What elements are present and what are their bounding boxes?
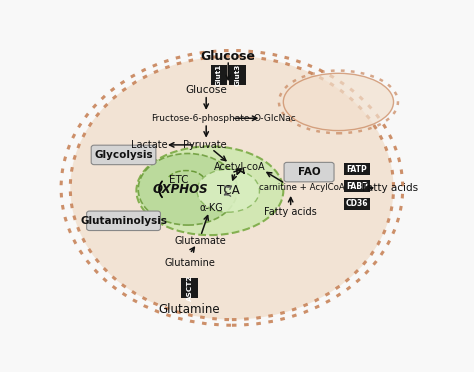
Text: Fructose-6-phosphate: Fructose-6-phosphate — [151, 114, 250, 123]
Text: Glut3: Glut3 — [235, 64, 240, 86]
FancyBboxPatch shape — [229, 65, 246, 84]
FancyBboxPatch shape — [284, 162, 334, 182]
Text: Lactate: Lactate — [130, 140, 167, 150]
FancyBboxPatch shape — [344, 198, 370, 210]
Ellipse shape — [197, 169, 259, 212]
Text: FABP: FABP — [346, 182, 368, 191]
Text: CD36: CD36 — [346, 199, 368, 208]
Text: OXPHOS: OXPHOS — [153, 183, 208, 196]
Text: Pyruvate: Pyruvate — [182, 140, 226, 150]
FancyBboxPatch shape — [210, 65, 228, 84]
Text: Glutamine: Glutamine — [159, 303, 220, 316]
FancyBboxPatch shape — [91, 145, 156, 165]
Text: Glutamine: Glutamine — [164, 258, 215, 268]
FancyBboxPatch shape — [87, 211, 161, 231]
Text: ETC: ETC — [169, 175, 189, 185]
Ellipse shape — [283, 73, 393, 131]
Text: Glut1: Glut1 — [216, 64, 222, 86]
Text: Glucose: Glucose — [185, 86, 227, 96]
Text: Glycolysis: Glycolysis — [94, 150, 153, 160]
FancyBboxPatch shape — [181, 278, 198, 298]
Ellipse shape — [137, 146, 283, 235]
Text: Fatty acids: Fatty acids — [362, 183, 418, 193]
Text: O-GlcNac: O-GlcNac — [254, 114, 297, 123]
Text: FATP: FATP — [346, 165, 367, 174]
Text: FAO: FAO — [298, 167, 320, 177]
Text: α-KG: α-KG — [200, 203, 224, 213]
Ellipse shape — [138, 154, 237, 225]
Ellipse shape — [70, 56, 393, 320]
Text: Glutaminolysis: Glutaminolysis — [80, 216, 167, 226]
Text: Glucose: Glucose — [201, 49, 256, 62]
FancyBboxPatch shape — [344, 180, 370, 192]
Text: Acetyl-coA: Acetyl-coA — [213, 162, 265, 172]
Text: Fatty acids: Fatty acids — [264, 207, 317, 217]
Text: Glutamate: Glutamate — [175, 235, 227, 246]
Text: carnitine + AcylCoA: carnitine + AcylCoA — [259, 183, 345, 192]
FancyBboxPatch shape — [344, 163, 370, 175]
Text: ASCT2: ASCT2 — [187, 275, 192, 301]
Text: TCA: TCA — [217, 184, 239, 197]
